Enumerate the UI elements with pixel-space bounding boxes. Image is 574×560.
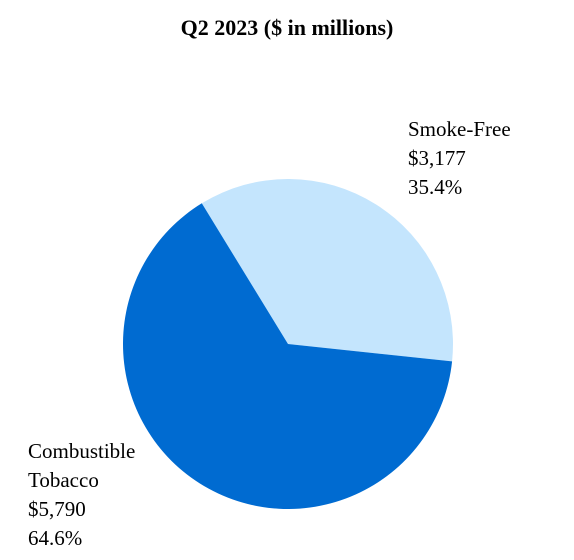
slice-label-combustible-tobacco: Combustible Tobacco $5,790 64.6%	[28, 437, 135, 553]
slice-label-smoke-free: Smoke-Free $3,177 35.4%	[408, 115, 511, 202]
slice-name-smoke-free: Smoke-Free	[408, 117, 511, 141]
slice-percent-combustible-tobacco: 64.6%	[28, 526, 83, 550]
slice-value-combustible-tobacco: $5,790	[28, 497, 86, 521]
pie-slice-combustible-tobacco	[122, 203, 453, 509]
slice-name-line-2: Tobacco	[28, 468, 99, 492]
chart-title: Q2 2023 ($ in millions)	[180, 15, 394, 40]
slice-value-smoke-free: $3,177	[408, 146, 466, 170]
pie-slice-smoke-free	[201, 178, 453, 362]
slice-percent-smoke-free: 35.4%	[408, 175, 463, 199]
slice-name-line-1: Combustible	[28, 439, 136, 463]
